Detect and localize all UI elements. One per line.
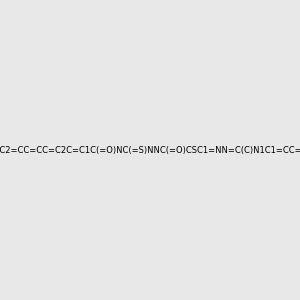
Text: O=C1OC2=CC=CC=C2C=C1C(=O)NC(=S)NNC(=O)CSC1=NN=C(C)N1C1=CC=CC=C1: O=C1OC2=CC=CC=C2C=C1C(=O)NC(=S)NNC(=O)CS…: [0, 146, 300, 154]
